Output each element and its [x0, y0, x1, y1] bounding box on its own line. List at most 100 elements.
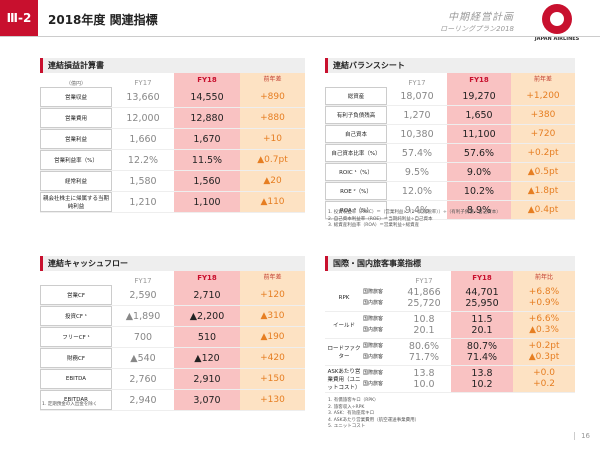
sub-labels: 国際旅客 国内旅客 — [363, 366, 397, 392]
row-label: EBITDA — [40, 369, 112, 389]
value-fy18: 44,701 25,950 — [451, 285, 513, 311]
pl-col18: FY18 — [174, 73, 240, 87]
bs-col17: FY17 — [408, 79, 426, 87]
plan-line2: ローリングプラン2018 — [440, 25, 514, 33]
pax-panel: 国際・国内旅客事業指標 FY17 FY18 前年比 RPK 国際旅客 国内旅客 41,… — [325, 256, 575, 393]
pl-unit: （億円） — [65, 81, 86, 87]
plan-caption: 中期経営計画 ローリングプラン2018 — [440, 8, 514, 34]
table-row: 営業利益 1,660 1,670 +10 — [40, 129, 305, 150]
crane-icon — [542, 4, 572, 34]
pl-rows: 営業収益 13,660 14,550 +890 営業費用 12,000 12,880 +880… — [40, 87, 305, 213]
sub-label-dom: 国内旅客 — [363, 381, 384, 387]
value-fy18: 11.5 20.1 — [451, 312, 513, 338]
row-label: 親会社株主に帰属する当期純利益 — [40, 192, 112, 212]
pax-note: 3. ASK：有効座席キロ — [328, 411, 375, 416]
pax-note: 1. 有償旅客キロ（RPK） — [328, 398, 379, 403]
table-row: 財務CF ▲540 ▲120 +420 — [40, 348, 305, 369]
pl-title: 連結損益計算書 — [40, 58, 305, 73]
value-fy18: 1,650 — [447, 106, 511, 124]
value-diff-intl: +6.6% — [528, 314, 560, 324]
table-row: ROE ²（%） 12.0% 10.2% ▲1.8pt — [325, 182, 575, 201]
value-fy18: 10.2% — [447, 182, 511, 200]
plan-line1: 中期経営計画 — [448, 12, 514, 23]
value-fy18: 1,670 — [174, 129, 240, 149]
bs-header: FY17 FY18 前年差 — [325, 73, 575, 87]
value-diff: +6.6% ▲0.3% — [513, 312, 575, 338]
cf-title: 連結キャッシュフロー — [40, 256, 305, 271]
row-label: 営業利益率（%） — [40, 150, 112, 170]
row-label: 営業CF — [40, 285, 112, 305]
pax-note: 4. ASKあたり営業費用（航空運送事業費用） — [328, 417, 420, 423]
table-row: ROA ³（%） 9.4% 8.9% ▲0.4pt — [325, 201, 575, 220]
value-fy18-dom: 10.2 — [471, 379, 493, 390]
value-diff: +150 — [240, 369, 305, 389]
cf-col18: FY18 — [174, 271, 240, 285]
sub-label-intl: 国際旅客 — [363, 289, 384, 295]
value-diff: +890 — [240, 87, 305, 107]
value-fy17: 18,070 — [400, 90, 434, 102]
row-label: ROIC ¹（%） — [325, 163, 387, 181]
row-label: EBITDAR — [40, 390, 112, 410]
header-divider — [0, 36, 600, 37]
value-fy17: 700 — [133, 331, 153, 343]
value-diff: ▲110 — [240, 192, 305, 212]
value-fy17: 12.0% — [401, 185, 433, 197]
value-diff-intl: +6.8% — [528, 287, 560, 297]
row-label: 投資CF ¹ — [40, 306, 112, 326]
pax-header: FY17 FY18 前年比 — [325, 271, 575, 285]
table-row: イールド 国際旅客 国内旅客 10.8 20.1 11.5 20.1 +6.6% ▲0.3% — [325, 312, 575, 339]
value-diff: +6.8% +0.9% — [513, 285, 575, 311]
value-diff: +120 — [240, 285, 305, 305]
value-diff: ▲20 — [240, 171, 305, 191]
value-fy17: 1,660 — [129, 133, 157, 145]
value-fy18: 14,550 — [174, 87, 240, 107]
value-diff: +1,200 — [511, 87, 575, 105]
value-fy17: 12,000 — [126, 112, 160, 124]
value-fy18: 13.8 10.2 — [451, 366, 513, 392]
value-fy18: 2,910 — [174, 369, 240, 389]
cf-rows: 営業CF 2,590 2,710 +120 投資CF ¹ ▲1,890 ▲2,200 ▲310… — [40, 285, 305, 411]
cf-header: FY17 FY18 前年差 — [40, 271, 305, 285]
cf-note: 1. 定期預金の入出金を除く — [42, 402, 98, 407]
bs-rows: 総資産 18,070 19,270 +1,200 有利子負債残高 1,270 1,650 +3… — [325, 87, 575, 220]
value-diff: ▲0.4pt — [511, 201, 575, 219]
pl-header: （億円） FY17 FY18 前年差 — [40, 73, 305, 87]
value-diff: +0.0 +0.2 — [513, 366, 575, 392]
bs-note: 3. 総資産利益率（ROA）＝営業利益÷総資産 — [328, 223, 420, 228]
value-fy17-intl: 10.8 — [413, 314, 435, 325]
value-fy18: 11.5% — [174, 150, 240, 170]
pax-note: 2. 旅客収入÷RPK — [328, 404, 365, 410]
bs-col18: FY18 — [447, 73, 511, 87]
sub-label-intl: 国際旅客 — [363, 343, 384, 349]
cf-col17: FY17 — [134, 277, 152, 285]
table-row: 営業費用 12,000 12,880 +880 — [40, 108, 305, 129]
table-row: 自己資本 10,380 11,100 +720 — [325, 125, 575, 144]
table-row: 営業CF 2,590 2,710 +120 — [40, 285, 305, 306]
row-label: イールド — [325, 312, 363, 338]
value-fy17: 10,380 — [400, 128, 434, 140]
value-fy17: 12.2% — [127, 154, 159, 166]
value-diff: +0.2pt ▲0.3pt — [513, 339, 575, 365]
value-fy18-intl: 13.8 — [471, 368, 493, 379]
table-row: RPK 国際旅客 国内旅客 41,866 25,720 44,701 25,950 +6.8%… — [325, 285, 575, 312]
value-diff-dom: +0.2 — [533, 379, 555, 389]
pax-col17: FY17 — [415, 277, 433, 285]
row-label: 営業収益 — [40, 87, 112, 107]
row-label: フリーCF ¹ — [40, 327, 112, 347]
table-row: 自己資本比率（%） 57.4% 57.6% +0.2pt — [325, 144, 575, 163]
pax-title: 国際・国内旅客事業指標 — [325, 256, 575, 271]
value-diff-dom: ▲0.3pt — [528, 352, 560, 362]
value-diff-dom: ▲0.3% — [529, 325, 559, 335]
value-fy17: 13.8 10.0 — [397, 366, 451, 392]
value-diff: +720 — [511, 125, 575, 143]
value-fy17-dom: 25,720 — [407, 298, 441, 309]
table-row: EBITDAR 2,940 3,070 +130 — [40, 390, 305, 411]
section-tag: Ⅲ-2 — [0, 0, 38, 36]
bs-colch: 前年差 — [511, 73, 575, 87]
bs-panel: 連結バランスシート FY17 FY18 前年差 総資産 18,070 19,270 +… — [325, 58, 575, 220]
value-fy18: 9.0% — [447, 163, 511, 181]
value-fy18-dom: 20.1 — [471, 325, 493, 336]
value-diff: +380 — [511, 106, 575, 124]
value-fy18: ▲120 — [174, 348, 240, 368]
value-diff: +130 — [240, 390, 305, 410]
